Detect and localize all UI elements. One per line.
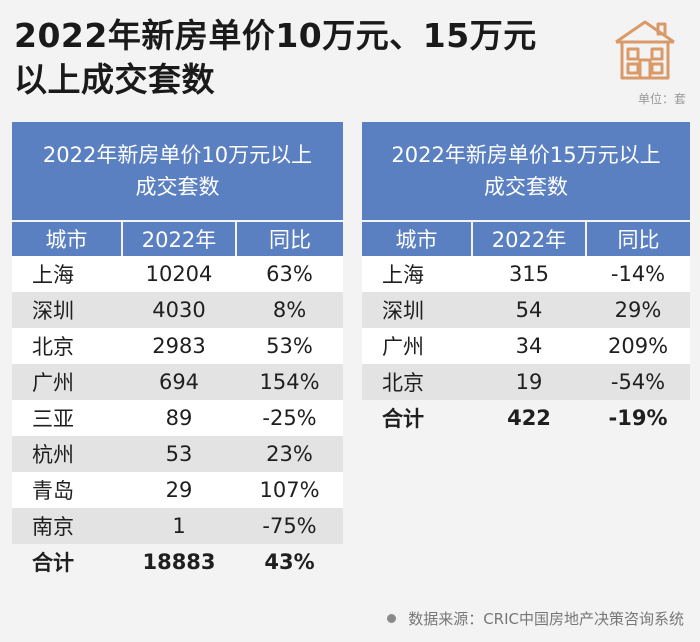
- total-label: 合计: [32, 551, 74, 575]
- total-label: 合计: [382, 407, 424, 431]
- page-title: 2022年新房单价10万元、15万元 以上成交套数: [14, 14, 594, 102]
- yoy-cell: 154%: [236, 364, 344, 400]
- title-line-2: 以上成交套数: [14, 60, 215, 99]
- column-header-yoy: 同比: [234, 221, 344, 256]
- column-header-city: 城市: [12, 221, 122, 256]
- column-header-yoy: 同比: [584, 221, 691, 256]
- table-row: 深圳 54 29%: [362, 292, 691, 328]
- table-row: 深圳 4030 8%: [12, 292, 344, 328]
- city-cell: 广州: [12, 364, 122, 400]
- city-cell: 杭州: [12, 436, 122, 472]
- table-row: 广州 694 154%: [12, 364, 344, 400]
- count-cell: 89: [122, 400, 236, 436]
- count-cell: 53: [122, 436, 236, 472]
- right-table-title: 2022年新房单价15万元以上 成交套数: [362, 122, 691, 222]
- total-row: 合计 422 -19%: [362, 400, 690, 436]
- right-table-title-line-1: 2022年新房单价15万元以上: [391, 143, 661, 167]
- right-table-title-line-2: 成交套数: [484, 175, 568, 199]
- source-text: 数据来源：CRIC中国房地产决策咨询系统: [408, 610, 684, 628]
- yoy-cell: 29%: [586, 292, 691, 328]
- count-cell: 4030: [122, 292, 236, 328]
- city-cell: 三亚: [12, 400, 122, 436]
- city-cell: 深圳: [362, 292, 472, 328]
- yoy-cell: -14%: [586, 256, 691, 292]
- table-row: 南京 1 -75%: [12, 508, 344, 544]
- left-table-title-line-2: 成交套数: [135, 175, 220, 199]
- bullet-dot-icon: [387, 614, 397, 623]
- city-cell: 青岛: [12, 472, 122, 508]
- left-table-title: 2022年新房单价10万元以上 成交套数: [12, 122, 344, 222]
- yoy-cell: -54%: [586, 364, 691, 400]
- yoy-cell: 63%: [236, 256, 344, 292]
- total-row: 合计 18883 43%: [12, 544, 343, 580]
- total-count: 18883: [142, 550, 216, 574]
- table-row: 北京 19 -54%: [362, 364, 691, 400]
- yoy-cell: 53%: [236, 328, 344, 364]
- total-yoy: 43%: [264, 550, 315, 574]
- yoy-cell: -75%: [236, 508, 344, 544]
- city-cell: 北京: [362, 364, 472, 400]
- right-table: 2022年新房单价15万元以上 成交套数 城市 2022年 同比 上海 315 …: [362, 122, 691, 436]
- house-icon: [615, 20, 675, 80]
- city-cell: 上海: [12, 256, 122, 292]
- yoy-cell: 107%: [236, 472, 344, 508]
- table-row: 广州 34 209%: [362, 328, 691, 364]
- city-cell: 深圳: [12, 292, 122, 328]
- column-header-year: 2022年: [121, 221, 236, 256]
- yoy-cell: 209%: [586, 328, 691, 364]
- title-line-1: 2022年新房单价10万元、15万元: [14, 16, 537, 55]
- source-note: 数据来源：CRIC中国房地产决策咨询系统: [387, 608, 684, 629]
- table-row: 三亚 89 -25%: [12, 400, 344, 436]
- yoy-cell: 8%: [236, 292, 344, 328]
- table-row: 北京 2983 53%: [12, 328, 344, 364]
- yoy-cell: -25%: [236, 400, 344, 436]
- left-table: 2022年新房单价10万元以上 成交套数 城市 2022年 同比 上海 1020…: [12, 122, 344, 580]
- city-cell: 北京: [12, 328, 122, 364]
- count-cell: 34: [472, 328, 586, 364]
- total-yoy: -19%: [608, 406, 668, 430]
- table-row: 杭州 53 23%: [12, 436, 344, 472]
- table-row: 上海 315 -14%: [362, 256, 691, 292]
- count-cell: 10204: [122, 256, 236, 292]
- table-row: 上海 10204 63%: [12, 256, 344, 292]
- left-table-title-line-1: 2022年新房单价10万元以上: [42, 143, 313, 167]
- city-cell: 上海: [362, 256, 472, 292]
- yoy-cell: 23%: [236, 436, 344, 472]
- count-cell: 315: [472, 256, 586, 292]
- count-cell: 29: [122, 472, 236, 508]
- count-cell: 694: [122, 364, 236, 400]
- city-cell: 南京: [12, 508, 122, 544]
- column-header-city: 城市: [362, 221, 472, 256]
- table-row: 青岛 29 107%: [12, 472, 344, 508]
- count-cell: 54: [472, 292, 586, 328]
- city-cell: 广州: [362, 328, 472, 364]
- count-cell: 2983: [122, 328, 236, 364]
- unit-label: 单位：套: [637, 92, 686, 106]
- column-header-year: 2022年: [471, 221, 586, 256]
- count-cell: 19: [472, 364, 586, 400]
- count-cell: 1: [122, 508, 236, 544]
- total-count: 422: [507, 406, 551, 430]
